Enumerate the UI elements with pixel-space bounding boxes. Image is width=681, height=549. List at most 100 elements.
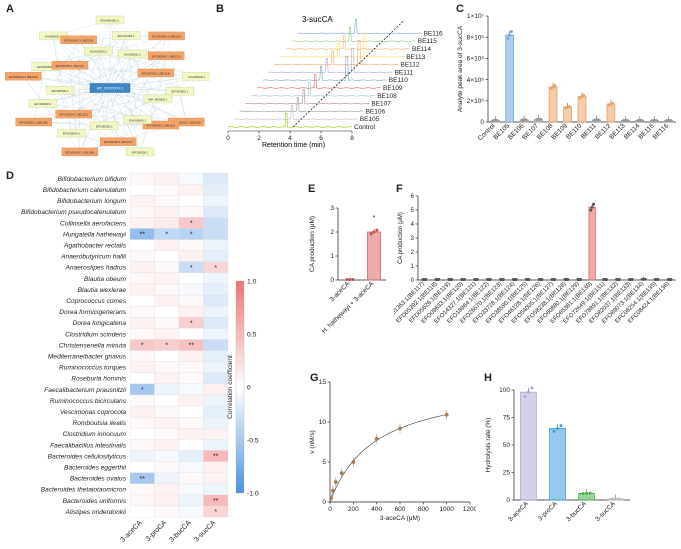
data-point <box>582 94 586 98</box>
kinetics-chart: 0 200 400 600 800 1000 1200 0 5 10 15 3-aceCA (μM) v… <box>309 379 476 522</box>
heatmap-cell <box>203 195 229 207</box>
heatmap-cell <box>203 372 229 385</box>
heatmap-cell <box>178 206 204 218</box>
data-point <box>588 491 592 495</box>
data-point <box>488 278 492 281</box>
data-point <box>527 278 531 281</box>
chromatogram-trace-label: BE106 <box>366 108 386 115</box>
network-node: EFO00000.1 (BE107) <box>99 137 137 146</box>
network-node: EFO00000.1 (BE116) <box>148 31 185 41</box>
heatmap-star: ** <box>140 476 146 483</box>
chromatogram-trace-label: BE105 <box>360 116 380 123</box>
heatmap-cell <box>203 394 229 407</box>
data-point <box>450 278 454 281</box>
network-center-node: WP_XXXXXXXX.1 <box>89 83 131 93</box>
heatmap-cell <box>129 206 155 218</box>
bar <box>520 391 537 501</box>
heatmap-cell <box>154 494 180 507</box>
network-edge <box>179 91 187 123</box>
heatmap-star: ** <box>189 343 195 350</box>
data-point <box>375 228 379 232</box>
heatmap-row-label: Agathobacter rectalis <box>63 242 127 249</box>
heatmap-star: * <box>141 343 144 350</box>
heatmap-row-label: Hungatella hathewayi <box>63 231 127 238</box>
network-node-box <box>143 94 173 104</box>
heatmap-cell <box>203 272 229 285</box>
network-edge <box>53 35 72 134</box>
y-tick-label: 0 <box>330 277 334 284</box>
data-point <box>374 436 379 441</box>
heatmap-cell <box>178 405 204 418</box>
network-node-box <box>125 147 155 157</box>
network-edge <box>109 87 138 120</box>
chromatogram-trace <box>256 73 382 89</box>
heatmap-row-label: Ruminococcus bicirculans <box>50 398 127 405</box>
heatmap-cell <box>154 450 180 462</box>
network-node: WLA00000.1 <box>84 46 113 56</box>
heatmap-star: * <box>141 387 144 394</box>
chromatogram-trace <box>239 97 364 112</box>
data-point <box>643 277 647 281</box>
y-tick-label: 2×10⁶ <box>467 98 485 105</box>
heatmap-cell <box>129 372 155 385</box>
network-node-label: KAA00000.1 <box>45 35 62 39</box>
heatmap-row-label: Clostridium scindens <box>65 331 127 338</box>
heatmap-row-label: Ruminococcus torques <box>59 365 127 372</box>
heatmap-cell <box>178 239 204 251</box>
data-point <box>530 386 534 390</box>
legend-tick-label: -0.5 <box>247 437 259 444</box>
data-point <box>372 230 376 234</box>
bar <box>548 86 558 123</box>
heatmap-cell <box>154 239 180 251</box>
data-point <box>559 424 563 428</box>
network-node-box <box>84 46 113 56</box>
network-node: EFO00000.1 (BE109) <box>5 71 42 81</box>
chromatogram-trace-label: BE107 <box>371 101 391 108</box>
data-point <box>398 426 402 431</box>
heatmap-star: * <box>165 232 168 239</box>
network-node-label: EFO00000.1 (BE115) <box>172 121 201 125</box>
network-node-box <box>148 31 185 41</box>
heatmap-cell <box>178 283 204 296</box>
data-point <box>538 117 542 121</box>
network-node: EFO12345.1 <box>111 31 141 40</box>
network-node: EFO00000.1 <box>125 147 155 157</box>
data-point <box>369 232 373 236</box>
heatmap-col-label: 3-bucCA <box>168 519 192 543</box>
heatmap-cell <box>203 472 229 484</box>
network-node-box <box>123 115 152 124</box>
heatmap-cell <box>154 428 180 440</box>
network-node-box <box>28 99 58 108</box>
network-edge <box>73 35 167 115</box>
data-point <box>567 105 571 109</box>
heatmap-cell <box>154 217 180 229</box>
data-point <box>592 202 596 206</box>
hydrolysis-chart: 0 25 50 75 100 3-aceCA 3-proCA 3-bucCA 3-sucCA Hy… <box>485 386 630 523</box>
heatmap-cell <box>203 483 229 496</box>
network-edge <box>33 53 133 123</box>
heatmap-cell <box>154 483 180 496</box>
chromatogram-trace <box>233 104 358 120</box>
network-node: EFO00000.1 (BE105) <box>60 35 97 44</box>
heatmap-cell <box>178 417 204 429</box>
network-edge <box>53 35 158 100</box>
data-point <box>331 488 335 493</box>
heatmap-cell <box>154 361 180 373</box>
data-point <box>444 412 449 417</box>
y-tick-label: 0 <box>506 497 510 504</box>
chromatogram-trace-label: BE115 <box>418 38 437 45</box>
network-node-label: EFO00000.1 <box>52 89 69 93</box>
heatmap-row-label: Anaerobutyricum hallii <box>60 254 126 261</box>
heatmap-cell <box>203 405 229 418</box>
heatmap-cell <box>154 283 180 296</box>
data-point <box>523 395 527 399</box>
network-edge <box>104 87 111 126</box>
network-node-label: WP_000000.1 <box>148 97 167 101</box>
heatmap-cell <box>178 195 204 207</box>
chromatogram-x-tick-label: 8 <box>350 135 354 142</box>
heatmap-cell <box>154 461 180 473</box>
heatmap-cell <box>129 450 155 462</box>
heatmap-cell <box>154 195 180 207</box>
heatmap-col-label: 3-aceCA <box>119 519 143 543</box>
data-point <box>581 492 585 496</box>
